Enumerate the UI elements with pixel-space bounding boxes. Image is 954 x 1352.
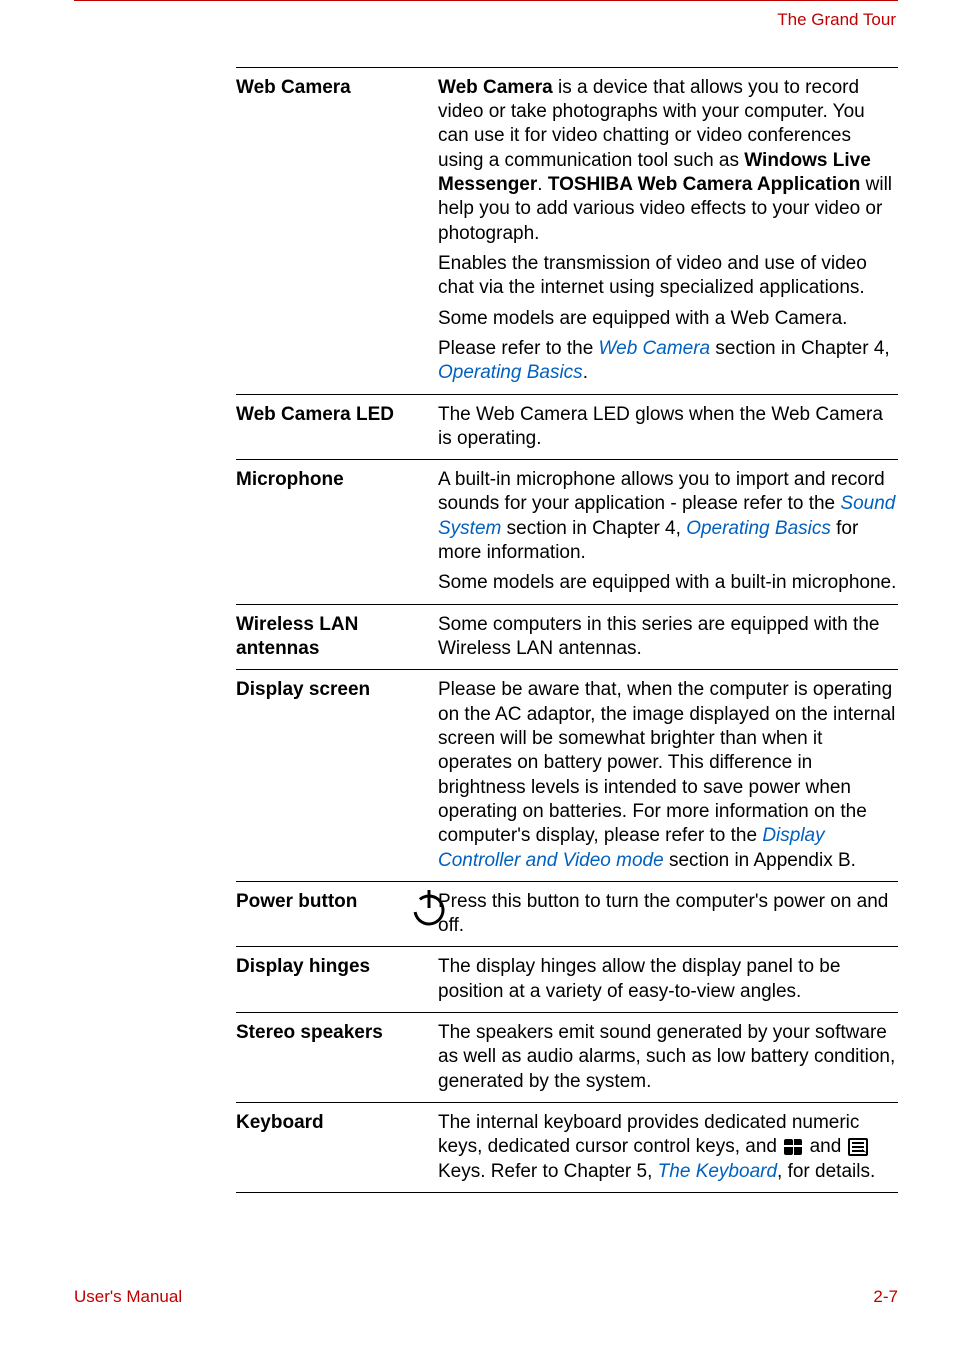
header-section-link[interactable]: The Grand Tour [74,9,896,31]
row-web-camera-led: Web Camera LED The Web Camera LED glows … [236,395,898,461]
desc-wireless-lan: Some computers in this series are equipp… [438,613,898,662]
link-the-keyboard[interactable]: The Keyboard [658,1161,777,1182]
spec-table: Web Camera Web Camera is a device that a… [236,67,898,1193]
row-power-button: Power button Press this button to turn t… [236,882,898,948]
link-operating-basics[interactable]: Operating Basics [438,362,583,383]
text: section in Appendix B. [664,850,856,871]
text: , for details. [777,1161,875,1182]
page-footer: User's Manual 2-7 [74,1286,898,1308]
desc-power-button: Press this button to turn the computer's… [438,890,898,939]
text: Some models are equipped with a built-in… [438,571,898,595]
text: A built-in microphone allows you to impo… [438,469,885,514]
link-web-camera[interactable]: Web Camera [599,338,711,359]
row-stereo-speakers: Stereo speakers The speakers emit sound … [236,1013,898,1103]
windows-key-icon [782,1137,804,1157]
text: The speakers emit sound generated by you… [438,1021,898,1094]
text-bold: TOSHIBA Web Camera Application [548,174,861,195]
text: . [537,174,548,195]
text: and [810,1136,847,1157]
desc-microphone: A built-in microphone allows you to impo… [438,468,898,596]
text: Some computers in this series are equipp… [438,613,898,662]
text: The display hinges allow the display pan… [438,955,898,1004]
desc-web-camera-led: The Web Camera LED glows when the Web Ca… [438,403,898,452]
desc-web-camera: Web Camera is a device that allows you t… [438,76,898,386]
row-display-hinges: Display hinges The display hinges allow … [236,947,898,1013]
text: Please be aware that, when the computer … [438,679,895,846]
term-web-camera: Web Camera [236,76,438,386]
term-keyboard: Keyboard [236,1111,438,1184]
term-web-camera-led: Web Camera LED [236,403,438,452]
power-icon [404,886,454,937]
desc-display-screen: Please be aware that, when the computer … [438,678,898,873]
text: Keys. Refer to Chapter 5, [438,1161,658,1182]
text: Some models are equipped with a Web Came… [438,307,898,331]
text: . [583,362,588,383]
row-display-screen: Display screen Please be aware that, whe… [236,670,898,882]
text: section in Chapter 4, [501,518,686,539]
text: Please refer to the [438,338,599,359]
term-display-screen: Display screen [236,678,438,873]
footer-page-number: 2-7 [873,1286,898,1308]
text: Press this button to turn the computer's… [438,890,898,939]
desc-keyboard: The internal keyboard provides dedicated… [438,1111,898,1184]
term-display-hinges: Display hinges [236,955,438,1004]
text: section in Chapter 4, [710,338,890,359]
term-microphone: Microphone [236,468,438,596]
text: Enables the transmission of video and us… [438,252,898,301]
desc-stereo-speakers: The speakers emit sound generated by you… [438,1021,898,1094]
term-stereo-speakers: Stereo speakers [236,1021,438,1094]
footer-left: User's Manual [74,1286,182,1308]
row-keyboard: Keyboard The internal keyboard provides … [236,1103,898,1193]
text: The Web Camera LED glows when the Web Ca… [438,403,898,452]
row-wireless-lan: Wireless LAN antennas Some computers in … [236,605,898,671]
menu-key-icon [847,1137,869,1157]
term-wireless-lan: Wireless LAN antennas [236,613,438,662]
desc-display-hinges: The display hinges allow the display pan… [438,955,898,1004]
link-operating-basics-2[interactable]: Operating Basics [686,518,831,539]
row-web-camera: Web Camera Web Camera is a device that a… [236,67,898,395]
text-bold: Web Camera [438,77,553,98]
row-microphone: Microphone A built-in microphone allows … [236,460,898,605]
